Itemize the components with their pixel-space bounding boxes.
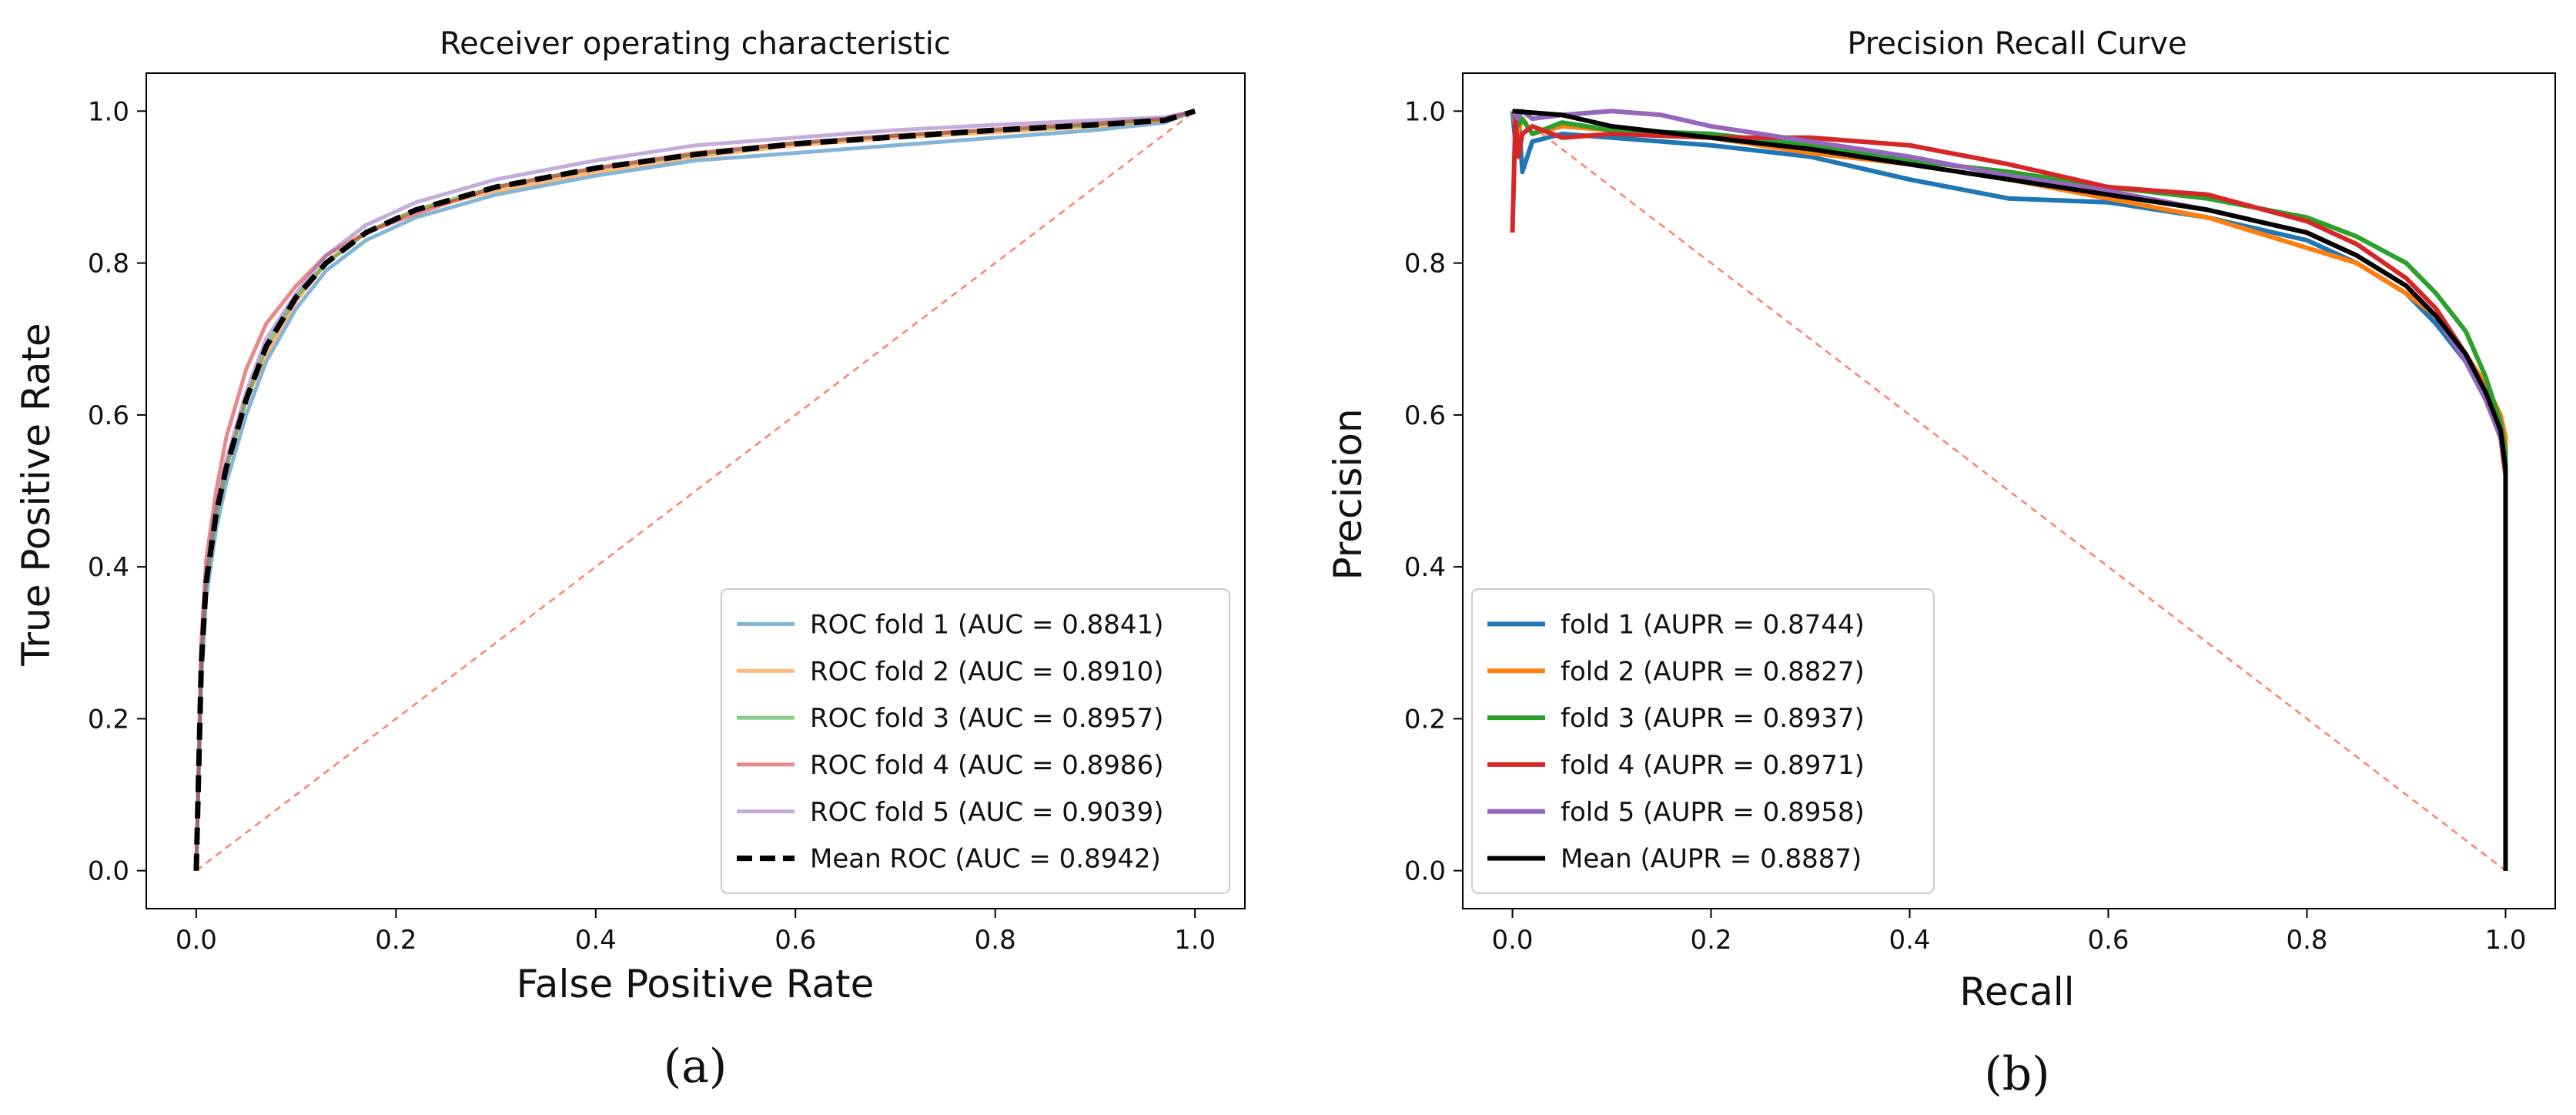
pr-chart: Precision Recall Curve 0.0 0.2 0.4 0.6 0.8 1.…: [1326, 26, 2556, 1101]
pr-legend-label-3: fold 3 (AUPR = 0.8937): [1561, 703, 1865, 734]
roc-caption: (a): [664, 1040, 728, 1093]
pr-x-tick-label: 0.2: [1690, 925, 1731, 956]
roc-chart-title: Receiver operating characteristic: [440, 26, 951, 62]
pr-y-tick-label: 1.0: [1404, 96, 1446, 127]
roc-y-tick-label: 0.4: [88, 552, 129, 583]
roc-y-tick-label: 0.6: [88, 400, 129, 431]
roc-chart: Receiver operating characteristic 0.0 0.2…: [14, 26, 1246, 1093]
pr-y-tick-label: 0.8: [1404, 249, 1446, 280]
roc-plot-area: 0.0 0.2 0.4 0.6 0.8 1.0 0.0 0.2 0.4 0.6 0.8 1.0 ROC …: [88, 72, 1246, 956]
pr-x-tick-label: 0.4: [1889, 925, 1930, 956]
pr-y-tick-label: 0.6: [1404, 400, 1446, 431]
roc-legend-label-1: ROC fold 1 (AUC = 0.8841): [810, 609, 1163, 640]
roc-legend-label-5: ROC fold 5 (AUC = 0.9039): [810, 797, 1163, 828]
roc-y-axis-label: True Positive Rate: [14, 323, 59, 666]
pr-y-tick-label: 0.4: [1404, 552, 1446, 583]
pr-legend-label-1: fold 1 (AUPR = 0.8744): [1561, 609, 1865, 640]
pr-x-axis-label: Recall: [1959, 969, 2074, 1014]
roc-series-6-line: [193, 108, 1196, 871]
roc-x-axis-label: False Positive Rate: [517, 962, 875, 1006]
pr-caption: (b): [1984, 1047, 2049, 1101]
roc-x-tick-label: 0.8: [975, 925, 1016, 956]
pr-legend: fold 1 (AUPR = 0.8744) fold 2 (AUPR = 0.8…: [1471, 588, 1935, 894]
pr-legend-label-6: Mean (AUPR = 0.8887): [1561, 844, 1862, 875]
roc-legend-label-2: ROC fold 2 (AUC = 0.8910): [810, 656, 1163, 687]
pr-x-tick-label: 0.8: [2286, 925, 2327, 956]
pr-y-axis-label: Precision: [1326, 408, 1370, 580]
roc-legend-label-6: Mean ROC (AUC = 0.8942): [810, 844, 1161, 875]
pr-legend-label-2: fold 2 (AUPR = 0.8827): [1561, 656, 1865, 687]
pr-legend-label-5: fold 5 (AUPR = 0.8958): [1561, 797, 1865, 828]
pr-x-tick-label: 1.0: [2484, 925, 2526, 956]
roc-axes-frame: [146, 72, 1246, 909]
pr-chart-title: Precision Recall Curve: [1847, 26, 2186, 62]
roc-x-tick-label: 1.0: [1174, 925, 1216, 956]
roc-x-tick-label: 0.0: [176, 925, 217, 956]
pr-x-tick-label: 0.0: [1491, 925, 1533, 956]
pr-legend-box: [1471, 588, 1935, 894]
roc-x-tick-label: 0.2: [375, 925, 417, 956]
roc-legend-box: [721, 588, 1230, 894]
roc-legend-label-3: ROC fold 3 (AUC = 0.8957): [810, 703, 1163, 734]
roc-legend: ROC fold 1 (AUC = 0.8841) ROC fold 2 (AUC…: [721, 588, 1230, 894]
pr-y-tick-label: 0.2: [1404, 704, 1446, 735]
roc-x-tick-label: 0.4: [575, 925, 617, 956]
pr-axes-frame: [1462, 72, 2556, 909]
roc-y-tick-label: 1.0: [88, 96, 129, 127]
pr-x-tick-label: 0.6: [2087, 925, 2129, 956]
pr-y-tick-label: 0.0: [1404, 856, 1446, 887]
pr-legend-label-4: fold 4 (AUPR = 0.8971): [1561, 750, 1865, 781]
roc-y-tick-label: 0.8: [88, 249, 129, 280]
roc-x-tick-label: 0.6: [774, 925, 816, 956]
roc-y-tick-label: 0.0: [88, 856, 129, 887]
roc-series-1-line: [194, 109, 1196, 871]
pr-series-6-line: [1512, 109, 2508, 871]
pr-plot-area: 0.0 0.2 0.4 0.6 0.8 1.0 0.0 0.2 0.4 0.6 0.8 1.0 fold…: [1404, 72, 2556, 956]
pr-series-5-line: [1510, 109, 2508, 871]
roc-y-tick-label: 0.2: [88, 704, 129, 735]
roc-legend-label-4: ROC fold 4 (AUC = 0.8986): [810, 750, 1163, 781]
